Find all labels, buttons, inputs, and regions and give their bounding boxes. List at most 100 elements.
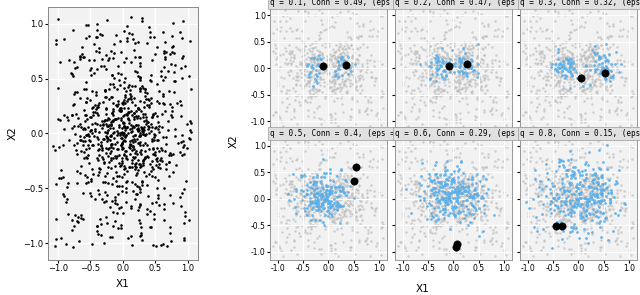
Point <box>458 71 468 76</box>
Point <box>314 193 324 198</box>
Point <box>342 219 353 224</box>
Point <box>291 204 301 209</box>
Point <box>566 229 577 234</box>
Point <box>156 69 166 73</box>
Point <box>570 199 580 204</box>
Point <box>467 42 477 47</box>
Point <box>86 128 96 132</box>
Point <box>560 76 570 81</box>
Point <box>302 230 312 235</box>
Point <box>440 165 450 169</box>
Point <box>274 113 284 118</box>
Point <box>144 147 154 151</box>
Point <box>336 204 346 208</box>
Point <box>550 193 561 198</box>
Point <box>611 182 621 187</box>
Point <box>468 203 478 208</box>
Point <box>576 66 586 71</box>
Point <box>444 214 454 218</box>
Point <box>340 53 351 58</box>
Point <box>322 65 332 69</box>
Point <box>328 84 339 88</box>
Point <box>75 55 85 60</box>
Point <box>108 145 118 150</box>
Point <box>401 219 411 224</box>
Point <box>134 185 144 189</box>
Point <box>576 201 586 206</box>
Point <box>442 185 452 189</box>
Point <box>303 209 313 214</box>
Point <box>531 57 541 61</box>
Point <box>566 148 576 153</box>
Point <box>328 50 339 54</box>
Point <box>348 53 358 58</box>
Point <box>312 191 323 195</box>
Point <box>422 184 432 189</box>
Point <box>140 155 150 160</box>
Point <box>340 90 351 95</box>
Point <box>294 198 305 203</box>
Point <box>434 188 444 192</box>
Point <box>559 189 569 194</box>
Point <box>332 203 342 208</box>
Point <box>328 211 339 215</box>
Point <box>591 209 602 214</box>
Point <box>415 62 426 67</box>
Point <box>559 51 569 56</box>
Point <box>85 114 95 119</box>
Point <box>121 179 131 184</box>
Point <box>475 217 485 222</box>
Point <box>554 66 564 71</box>
Point <box>581 176 591 181</box>
Point <box>397 185 407 190</box>
Point <box>468 165 479 170</box>
Point <box>152 165 163 169</box>
Point <box>308 181 319 186</box>
Point <box>426 81 436 86</box>
Point <box>483 154 493 159</box>
Point <box>154 203 164 208</box>
Point <box>394 149 404 153</box>
Point <box>126 130 136 135</box>
Point <box>133 122 143 127</box>
Point <box>564 82 575 87</box>
Point <box>303 62 313 66</box>
Point <box>143 96 153 101</box>
Point <box>616 230 627 235</box>
Point <box>415 36 426 41</box>
Point <box>101 122 111 126</box>
Point <box>580 49 591 53</box>
Point <box>346 42 356 47</box>
Point <box>564 66 574 71</box>
Point <box>464 64 474 68</box>
Point <box>105 204 115 209</box>
Point <box>102 136 112 140</box>
Point <box>395 109 405 114</box>
Point <box>358 22 369 26</box>
Point <box>349 75 359 80</box>
Point <box>125 87 136 92</box>
Point <box>431 94 442 99</box>
Point <box>565 205 575 209</box>
Point <box>531 160 541 164</box>
Point <box>607 204 618 208</box>
Point <box>563 178 573 183</box>
Point <box>566 225 576 230</box>
Point <box>589 83 599 88</box>
Point <box>81 155 92 159</box>
Point <box>313 55 323 60</box>
Point <box>570 93 580 98</box>
Point <box>545 70 556 75</box>
Point <box>555 69 565 74</box>
Point <box>573 78 584 83</box>
Point <box>451 154 461 159</box>
Point <box>598 187 609 191</box>
Point <box>451 245 461 250</box>
Point <box>587 55 597 60</box>
Point <box>442 194 452 199</box>
Point <box>616 74 627 79</box>
Point <box>305 90 315 95</box>
Point <box>442 67 452 71</box>
Point <box>480 72 490 77</box>
Point <box>564 55 574 59</box>
